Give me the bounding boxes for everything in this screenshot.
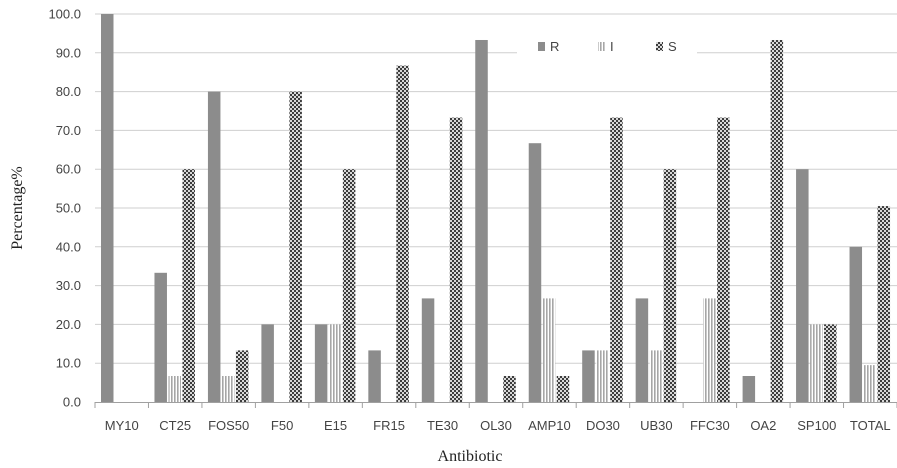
bar-i-ub30 [649,350,663,402]
bar-r-my10 [101,14,114,402]
bar-i-e15 [328,324,342,402]
bar-s-oa2 [770,39,784,402]
bar-r-f50 [261,324,274,402]
x-tick-label: AMP10 [528,418,571,433]
bar-i-sp100 [810,324,823,402]
x-tick-label: MY10 [105,418,139,433]
bar-s-ub30 [663,169,677,402]
y-tick-label: 80.0 [56,84,81,99]
bar-i-fos50 [221,376,235,402]
x-axis-title: Antibiotic [438,448,503,465]
legend-swatch-s [656,42,663,51]
legend-label-s: S [668,39,677,54]
bar-r-amp10 [528,143,542,403]
y-tick-label: 100.0 [48,7,81,22]
bar-s-sp100 [824,324,837,402]
x-tick-label: FR15 [373,418,405,433]
x-tick-label: SP100 [797,418,836,433]
bar-s-amp10 [556,376,570,402]
y-tick-label: 20.0 [56,317,81,332]
x-tick-label: OL30 [480,418,512,433]
x-tick-labels: MY10 CT25 FOS50 F50 E15 FR15 TE30 OL30 AMP10 DO30… [105,418,891,433]
y-tick-label: 0.0 [63,395,81,410]
bar-r-oa2 [742,376,756,402]
y-tick-label: 30.0 [56,278,81,293]
y-tick-label: 70.0 [56,123,81,138]
bar-r-ct25 [154,272,167,402]
gridlines [95,13,897,364]
x-axis [94,402,897,408]
bar-s-f50 [289,91,302,402]
bar-i-do30 [596,350,609,402]
bar-r-fr15 [368,350,381,402]
x-tick-label: E15 [324,418,347,433]
y-tick-labels: 0.0 10.0 20.0 30.0 40.0 50.0 60.0 70.0 80.0 90.0 1… [48,7,81,410]
bar-s-e15 [342,169,356,402]
bar-s-ct25 [182,169,195,402]
bar-r-do30 [582,350,595,402]
legend-swatch-i [598,42,605,51]
x-tick-label: TOTAL [850,418,891,433]
y-tick-label: 90.0 [56,45,81,60]
bars [101,14,891,403]
bar-s-ol30 [503,376,516,402]
bar-s-do30 [610,117,623,402]
bar-r-sp100 [796,169,809,402]
y-tick-label: 10.0 [56,356,81,371]
legend-label-r: R [550,39,559,54]
x-tick-label: FFC30 [690,418,730,433]
bar-s-total [877,206,891,402]
bar-s-fos50 [235,350,249,402]
bar-i-ffc30 [703,298,716,402]
x-tick-label: FOS50 [208,418,249,433]
bar-s-fr15 [396,65,409,402]
bar-s-ffc30 [717,117,730,402]
x-tick-label: UB30 [640,418,673,433]
y-tick-label: 60.0 [56,162,81,177]
bar-r-ub30 [635,298,649,402]
legend-swatch-r [538,42,545,51]
x-tick-label: DO30 [586,418,620,433]
y-tick-label: 40.0 [56,239,81,254]
y-axis-title: Percentage% [9,166,26,250]
bar-i-amp10 [542,298,556,402]
bar-r-total [849,246,863,402]
x-tick-label: OA2 [750,418,776,433]
bar-r-ol30 [475,39,488,402]
bar-r-te30 [421,298,435,402]
bar-s-te30 [449,117,463,402]
x-tick-label: F50 [271,418,293,433]
bar-r-e15 [314,324,328,402]
bar-r-fos50 [207,91,221,402]
legend-background [517,28,697,74]
bar-i-ct25 [168,376,181,402]
y-tick-label: 50.0 [56,201,81,216]
bar-i-total [863,365,877,402]
legend-label-i: I [610,39,614,54]
x-tick-label: TE30 [427,418,458,433]
x-tick-label: CT25 [159,418,191,433]
